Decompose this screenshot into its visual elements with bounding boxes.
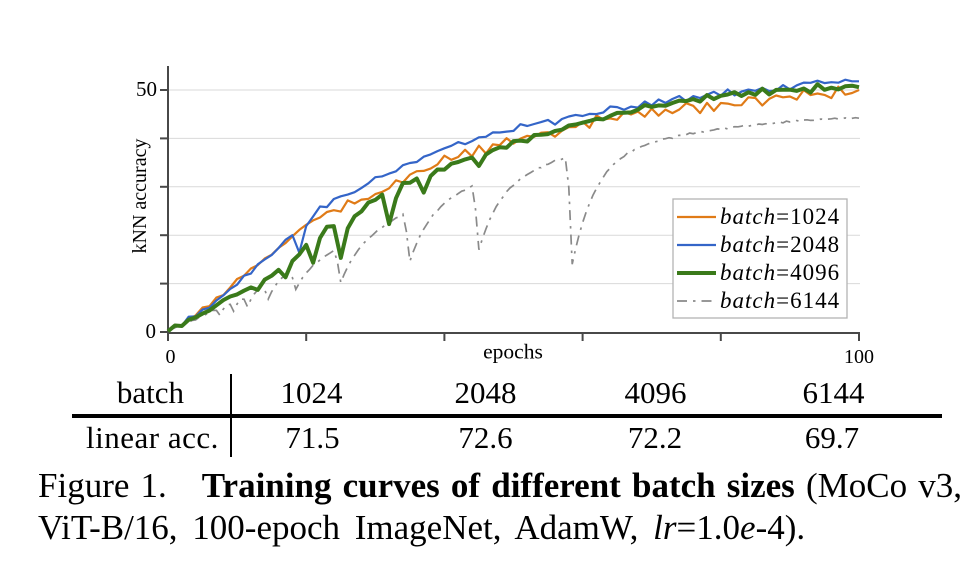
svg-text:batch=4096: batch=4096 — [720, 260, 840, 285]
svg-text:batch=6144: batch=6144 — [720, 288, 840, 313]
svg-text:50: 50 — [136, 77, 157, 101]
svg-text:100: 100 — [844, 346, 874, 368]
svg-text:0: 0 — [166, 346, 176, 368]
svg-text:0: 0 — [146, 319, 157, 343]
svg-text:kNN accuracy: kNN accuracy — [129, 139, 151, 254]
svg-text:batch=1024: batch=1024 — [720, 204, 840, 229]
svg-text:batch=2048: batch=2048 — [720, 232, 840, 257]
svg-text:epochs: epochs — [483, 340, 543, 364]
